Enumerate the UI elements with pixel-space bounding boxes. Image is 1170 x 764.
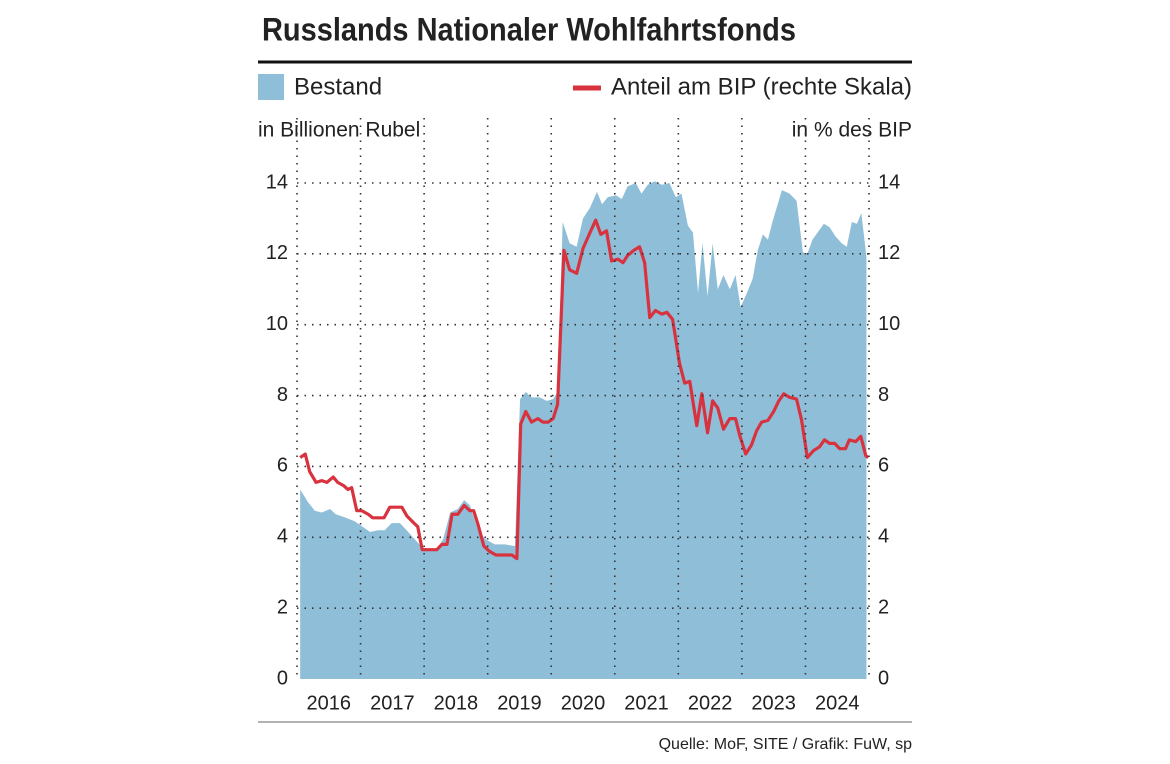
- y2-tick-label: 8: [878, 384, 889, 406]
- y2-tick-label: 0: [878, 667, 889, 689]
- y2-tick-label: 6: [878, 455, 889, 477]
- x-tick-label: 2016: [307, 692, 352, 714]
- x-tick-label: 2024: [815, 692, 860, 714]
- legend-label: Bestand: [294, 73, 382, 100]
- x-tick-label: 2017: [370, 692, 415, 714]
- y2-tick-label: 12: [878, 242, 900, 264]
- grid: [296, 118, 870, 679]
- x-tick-label: 2022: [688, 692, 733, 714]
- y-tick-label: 10: [266, 313, 288, 335]
- y-tick-label: 6: [277, 455, 288, 477]
- y-tick-label: 0: [277, 667, 288, 689]
- x-tick-label: 2019: [497, 692, 542, 714]
- plot-area: [299, 181, 870, 680]
- y-tick-label: 2: [277, 596, 288, 618]
- y2-axis-label: in % des BIP: [792, 119, 912, 142]
- line: [299, 218, 870, 561]
- source: Quelle: MoF, SITE / Grafik: FuW, sp: [659, 736, 913, 753]
- y-axis-label: in Billionen Rubel: [258, 119, 420, 142]
- x-tick-label: 2021: [624, 692, 669, 714]
- x-tick-label: 2018: [434, 692, 479, 714]
- area: [300, 181, 867, 680]
- legend-swatch: [258, 74, 284, 100]
- x-tick-label: 2020: [561, 692, 606, 714]
- legend-label: Anteil am BIP (rechte Skala): [611, 73, 912, 100]
- x-tick-label: 2023: [751, 692, 796, 714]
- y-tick-label: 4: [277, 526, 288, 548]
- y2-tick-label: 14: [878, 171, 900, 193]
- y2-tick-label: 10: [878, 313, 900, 335]
- y2-tick-label: 4: [878, 526, 889, 548]
- y2-tick-label: 2: [878, 596, 889, 618]
- chart-title: Russlands Nationaler Wohlfahrtsfonds: [262, 11, 796, 47]
- y-tick-label: 8: [277, 384, 288, 406]
- y-tick-label: 12: [266, 242, 288, 264]
- y-tick-label: 14: [266, 171, 288, 193]
